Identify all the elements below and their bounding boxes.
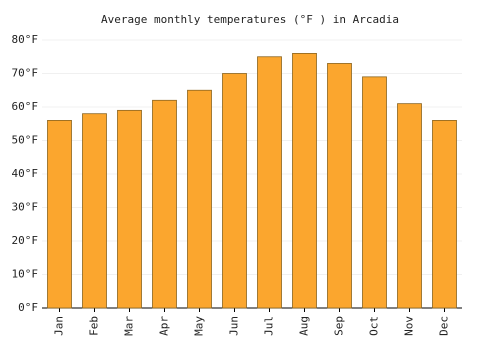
x-tick-label: Jun <box>228 316 241 336</box>
x-tick-label: Feb <box>88 316 101 336</box>
y-tick-label: 30°F <box>12 201 39 214</box>
y-tick-label: 40°F <box>12 167 39 180</box>
chart-title: Average monthly temperatures (°F ) in Ar… <box>101 13 399 26</box>
x-tick-label: Oct <box>368 316 381 336</box>
bar <box>432 120 457 309</box>
x-tick-label: Nov <box>403 316 416 336</box>
bar <box>397 103 422 309</box>
x-tick-label: Jul <box>263 316 276 336</box>
bar <box>187 89 212 309</box>
bar <box>257 56 282 309</box>
x-tick-label: May <box>193 316 206 336</box>
bar <box>222 73 247 309</box>
y-tick-label: 20°F <box>12 234 39 247</box>
bar <box>47 120 72 309</box>
y-tick-label: 70°F <box>12 67 39 80</box>
bar <box>292 53 317 309</box>
bar <box>152 99 177 309</box>
y-tick-label: 50°F <box>12 134 39 147</box>
x-tick-label: Apr <box>158 316 171 336</box>
bar <box>117 109 142 309</box>
y-tick-label: 80°F <box>12 33 39 46</box>
x-tick-label: Sep <box>333 316 346 336</box>
y-tick-label: 60°F <box>12 100 39 113</box>
x-tick-label: Aug <box>298 316 311 336</box>
bar <box>362 76 387 309</box>
y-tick-label: 10°F <box>12 268 39 281</box>
y-tick-label: 0°F <box>18 301 38 314</box>
x-tick-label: Jan <box>53 316 66 336</box>
bar <box>82 113 107 309</box>
x-tick-label: Mar <box>123 316 136 336</box>
bar <box>327 63 352 309</box>
x-tick-label: Dec <box>438 316 451 336</box>
